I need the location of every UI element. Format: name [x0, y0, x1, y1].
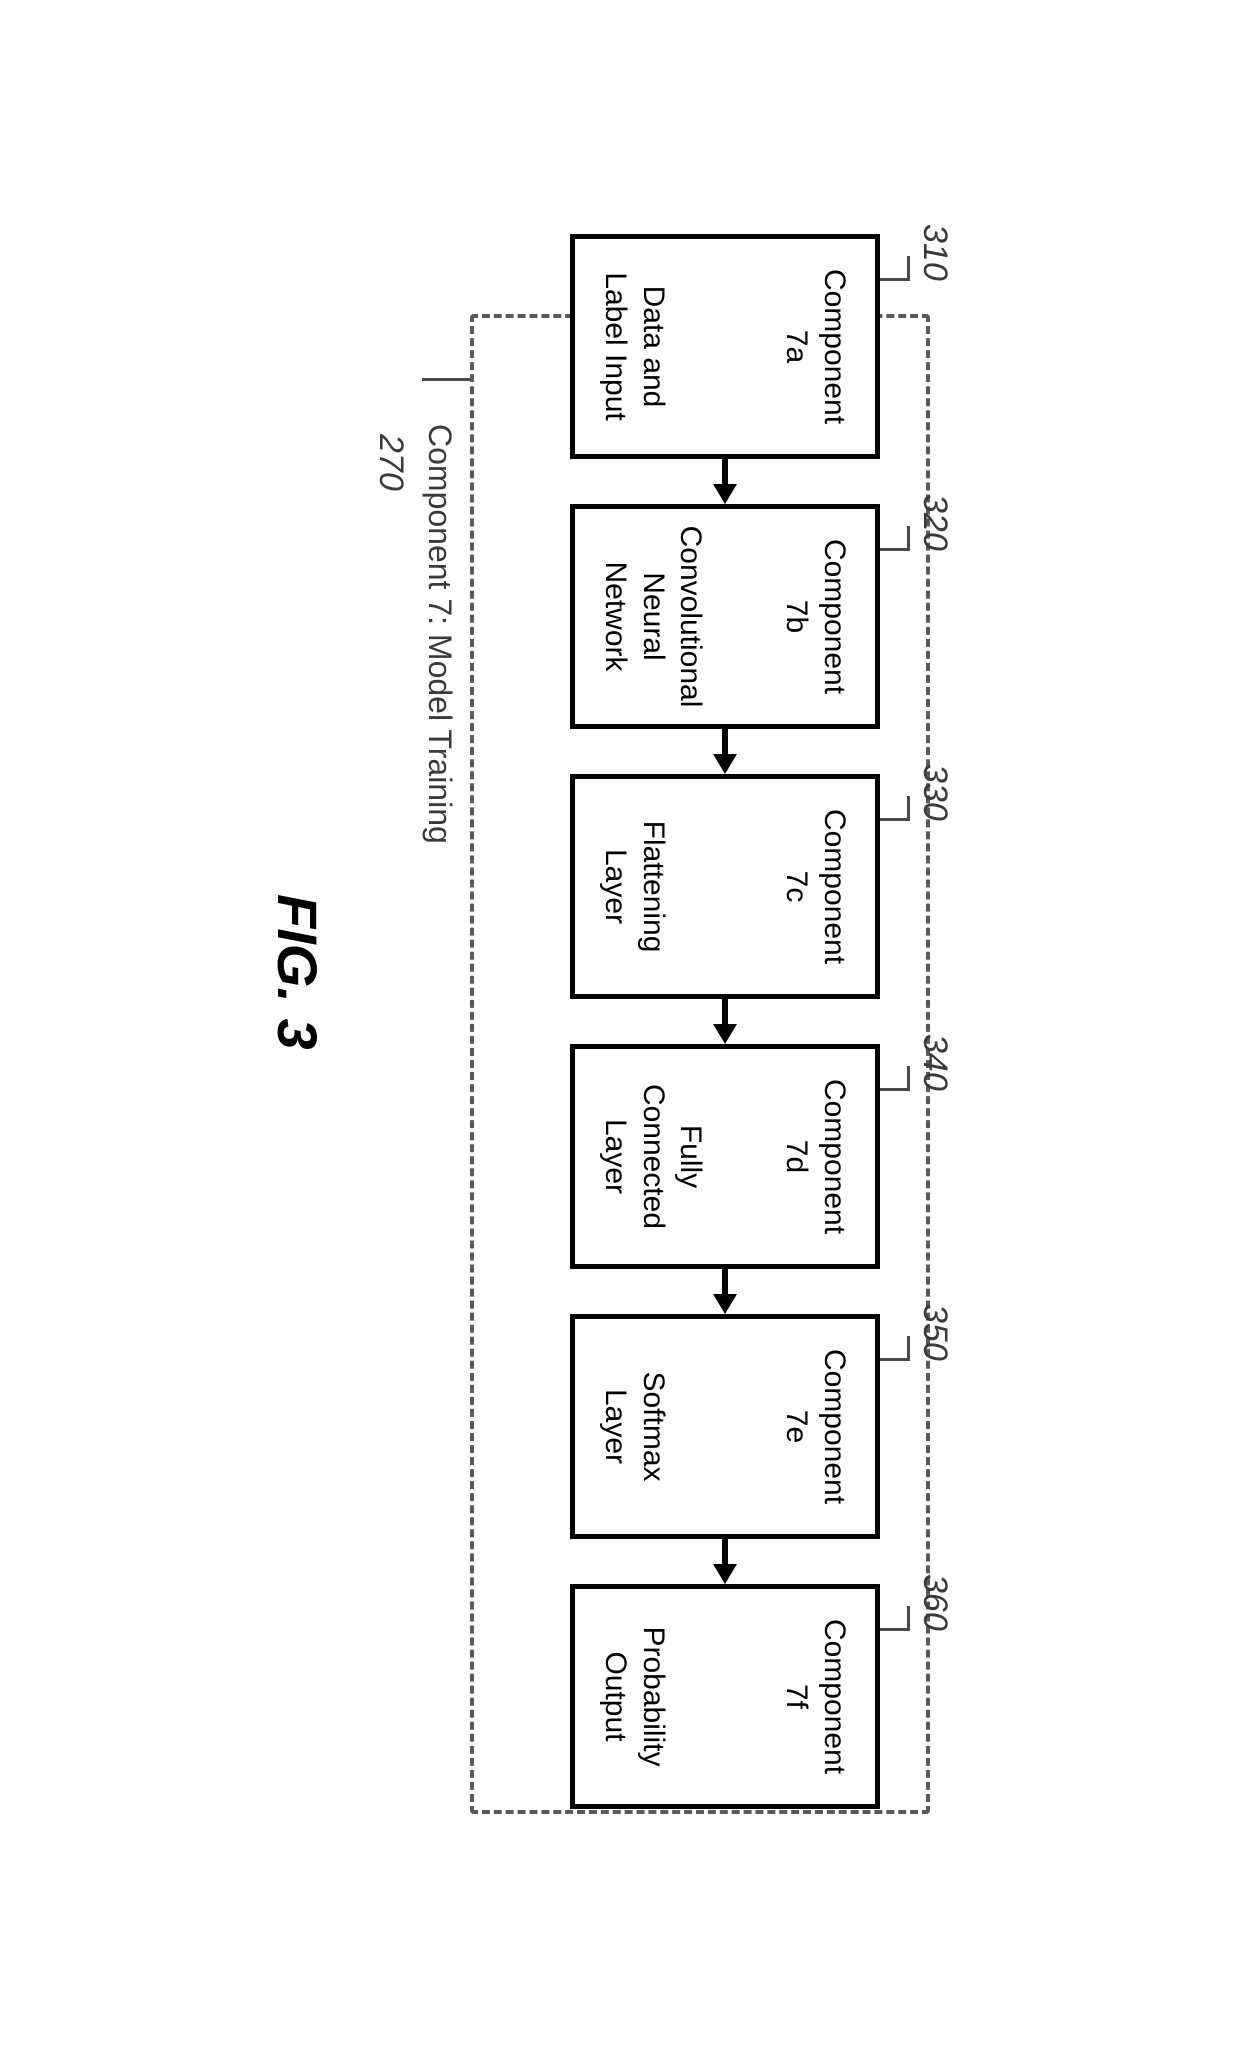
ref-leader-v: [880, 818, 910, 821]
arrow-head-icon: [713, 754, 737, 774]
component-title: Component7a: [778, 269, 853, 424]
component-title: Component7b: [778, 539, 853, 694]
component-ref-7b: 320: [915, 494, 954, 551]
arrow-head-icon: [713, 1564, 737, 1584]
arrow-head-icon: [713, 484, 737, 504]
ref-leader-h: [907, 796, 910, 818]
figure-label: FIG. 3: [265, 894, 330, 1050]
component-title: Component7f: [778, 1619, 853, 1774]
ref-leader-v: [880, 1628, 910, 1631]
arrow-shaft: [722, 1269, 728, 1294]
ref-leader-h: [907, 256, 910, 278]
figure-stage: Component 7: Model Training 270 Component7…: [170, 174, 1070, 1874]
component-title: Component7d: [778, 1079, 853, 1234]
component-subtitle: SoftmaxLayer: [597, 1371, 672, 1481]
component-subtitle: ConvolutionalNeuralNetwork: [597, 526, 710, 708]
ref-leader-v: [880, 548, 910, 551]
arrow-shaft: [722, 459, 728, 484]
component-ref-7d: 340: [915, 1034, 954, 1091]
arrow-head-icon: [713, 1294, 737, 1314]
ref-leader-h: [907, 526, 910, 548]
component-box-7c: Component7c FlatteningLayer: [570, 774, 880, 999]
ref-leader-v: [880, 278, 910, 281]
ref-leader-h: [907, 1336, 910, 1358]
component-subtitle: FlatteningLayer: [597, 821, 672, 953]
ref-leader-v: [880, 1088, 910, 1091]
component-ref-7a: 310: [915, 224, 954, 281]
container-title: Component 7: Model Training: [421, 424, 458, 844]
arrow-shaft: [722, 729, 728, 754]
component-subtitle: ProbabilityOutput: [597, 1626, 672, 1766]
component-box-7f: Component7f ProbabilityOutput: [570, 1584, 880, 1809]
component-title: Component7e: [778, 1349, 853, 1504]
component-box-7d: Component7d FullyConnectedLayer: [570, 1044, 880, 1269]
arrow-shaft: [722, 1539, 728, 1564]
ref-leader-v: [880, 1358, 910, 1361]
ref-leader-h: [907, 1066, 910, 1088]
component-ref-7c: 330: [915, 764, 954, 821]
component-subtitle: FullyConnectedLayer: [597, 1084, 710, 1229]
ref-leader-h: [907, 1606, 910, 1628]
component-ref-7f: 360: [915, 1574, 954, 1631]
component-box-7b: Component7b ConvolutionalNeuralNetwork: [570, 504, 880, 729]
component-title: Component7c: [778, 809, 853, 964]
container-ref-leader: [422, 378, 470, 381]
component-subtitle: Data andLabel Input: [597, 272, 672, 420]
component-box-7a: Component7a Data andLabel Input: [570, 234, 880, 459]
arrow-shaft: [722, 999, 728, 1024]
arrow-head-icon: [713, 1024, 737, 1044]
container-ref: 270: [371, 434, 410, 491]
component-ref-7e: 350: [915, 1304, 954, 1361]
component-box-7e: Component7e SoftmaxLayer: [570, 1314, 880, 1539]
